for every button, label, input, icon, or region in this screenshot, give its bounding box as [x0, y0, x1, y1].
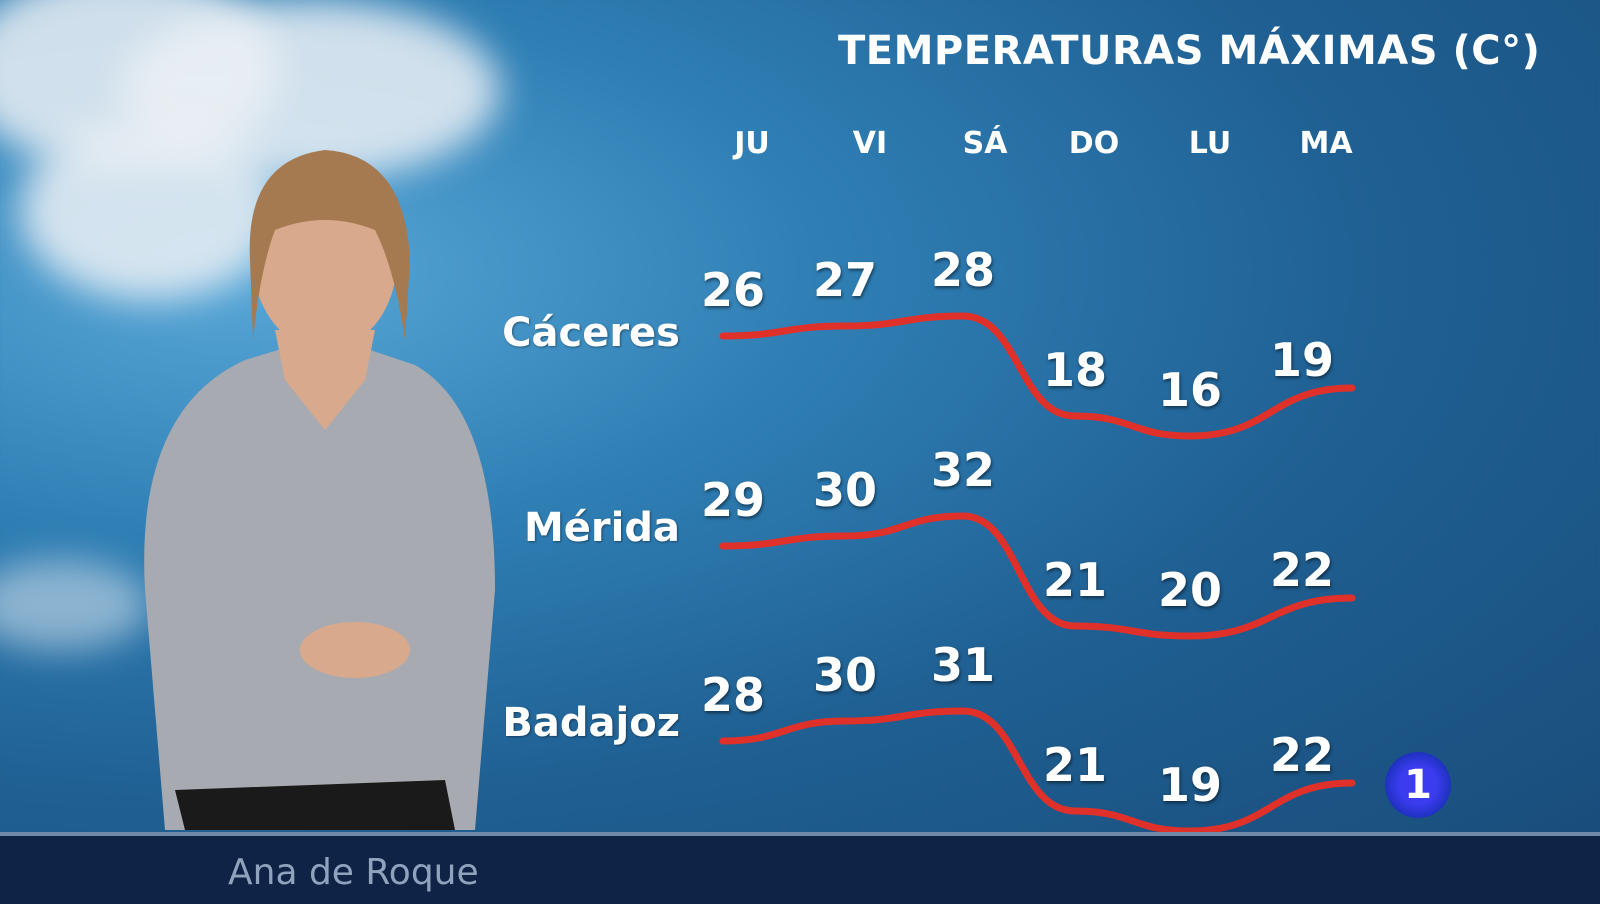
- temperature-value: 21: [1042, 738, 1108, 792]
- city-label: Mérida: [524, 505, 680, 551]
- temperature-value: 16: [1157, 363, 1223, 417]
- temperature-value: 18: [1042, 343, 1108, 397]
- city-label: Cáceres: [502, 310, 680, 356]
- lower-third-bar: [0, 832, 1600, 904]
- temperature-line: [719, 312, 1356, 440]
- cloud: [20, 120, 280, 300]
- temperature-line: [719, 512, 1356, 640]
- temperature-value: 28: [700, 668, 766, 722]
- temperature-value: 22: [1269, 543, 1335, 597]
- temperature-value: 30: [812, 463, 878, 517]
- channel-logo: 1: [1385, 752, 1451, 818]
- temperature-value: 31: [930, 638, 996, 692]
- temperature-value: 28: [930, 243, 996, 297]
- day-label: JU: [734, 126, 770, 161]
- chart-title: TEMPERATURAS MÁXIMAS (C°): [838, 28, 1541, 74]
- temperature-line: [719, 707, 1356, 835]
- temperature-value: 19: [1157, 758, 1223, 812]
- day-label: SÁ: [962, 126, 1008, 161]
- cloud: [0, 560, 150, 650]
- temperature-value: 19: [1269, 333, 1335, 387]
- presenter: [144, 150, 495, 830]
- temperature-value: 27: [812, 253, 878, 307]
- city-label: Badajoz: [502, 700, 680, 746]
- day-label: VI: [852, 126, 888, 161]
- temperature-value: 29: [700, 473, 766, 527]
- temperature-value: 20: [1157, 563, 1223, 617]
- temperature-value: 22: [1269, 728, 1335, 782]
- presenter-name: Ana de Roque: [228, 852, 479, 893]
- temperature-value: 30: [812, 648, 878, 702]
- day-label: DO: [1068, 126, 1120, 161]
- temperature-value: 21: [1042, 553, 1108, 607]
- day-label: MA: [1299, 126, 1353, 161]
- temperature-value: 26: [700, 263, 766, 317]
- day-label: LU: [1188, 126, 1232, 161]
- temperature-value: 32: [930, 443, 996, 497]
